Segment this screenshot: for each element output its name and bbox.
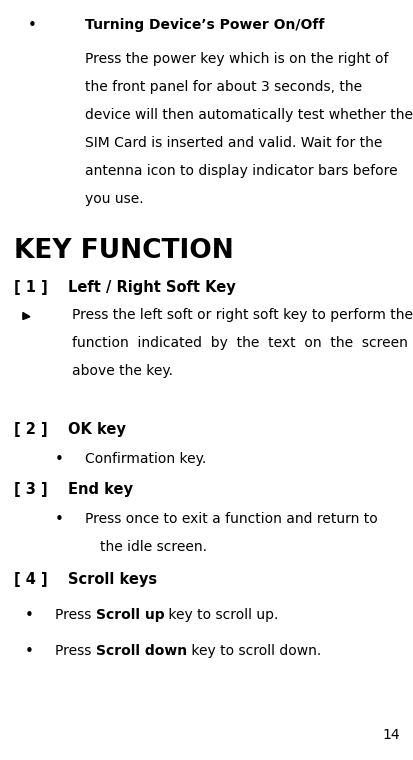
Text: 14: 14 <box>382 728 399 742</box>
Text: •: • <box>55 452 64 467</box>
Text: Scroll up: Scroll up <box>95 608 164 622</box>
Text: •: • <box>25 608 34 623</box>
Text: [ 4 ]: [ 4 ] <box>14 572 47 587</box>
Text: Press: Press <box>55 644 95 658</box>
Text: [ 1 ]: [ 1 ] <box>14 280 47 295</box>
Text: •: • <box>55 512 64 527</box>
Text: Press: Press <box>55 608 95 622</box>
Text: function  indicated  by  the  text  on  the  screen: function indicated by the text on the sc… <box>72 336 407 350</box>
Text: Left / Right Soft Key: Left / Right Soft Key <box>68 280 235 295</box>
Text: Scroll down: Scroll down <box>95 644 186 658</box>
Text: Press once to exit a function and return to: Press once to exit a function and return… <box>85 512 377 526</box>
Text: the front panel for about 3 seconds, the: the front panel for about 3 seconds, the <box>85 80 361 94</box>
Text: Confirmation key.: Confirmation key. <box>85 452 206 466</box>
Text: Press the power key which is on the right of: Press the power key which is on the righ… <box>85 52 387 66</box>
Text: key to scroll down.: key to scroll down. <box>186 644 320 658</box>
Text: the idle screen.: the idle screen. <box>100 540 206 554</box>
Text: Turning Device’s Power On/Off: Turning Device’s Power On/Off <box>85 18 324 32</box>
Text: key to scroll up.: key to scroll up. <box>164 608 278 622</box>
Text: [ 2 ]: [ 2 ] <box>14 422 47 437</box>
Text: •: • <box>28 18 37 33</box>
Text: End key: End key <box>68 482 133 497</box>
Text: •: • <box>25 644 34 659</box>
Text: OK key: OK key <box>68 422 126 437</box>
Text: KEY FUNCTION: KEY FUNCTION <box>14 238 233 264</box>
Polygon shape <box>23 312 30 319</box>
Text: above the key.: above the key. <box>72 364 173 378</box>
Text: you use.: you use. <box>85 192 143 206</box>
Text: device will then automatically test whether the: device will then automatically test whet… <box>85 108 412 122</box>
Text: Scroll keys: Scroll keys <box>68 572 157 587</box>
Text: [ 3 ]: [ 3 ] <box>14 482 47 497</box>
Text: Press the left soft or right soft key to perform the: Press the left soft or right soft key to… <box>72 308 412 322</box>
Text: antenna icon to display indicator bars before: antenna icon to display indicator bars b… <box>85 164 396 178</box>
Text: SIM Card is inserted and valid. Wait for the: SIM Card is inserted and valid. Wait for… <box>85 136 382 150</box>
